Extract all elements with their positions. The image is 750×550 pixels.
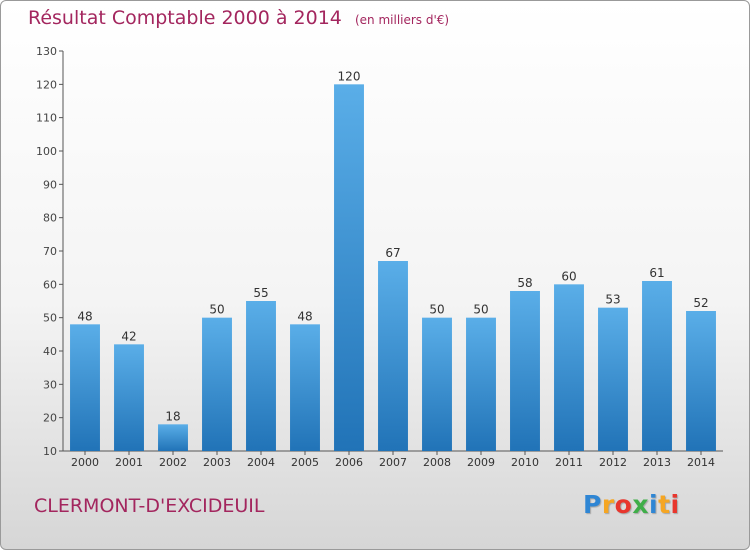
logo-letter: r bbox=[601, 490, 615, 519]
y-tick-label: 60 bbox=[43, 278, 57, 291]
y-tick-label: 20 bbox=[43, 412, 57, 425]
y-tick-label: 30 bbox=[43, 378, 57, 391]
data-label: 58 bbox=[517, 276, 532, 290]
y-tick-label: 80 bbox=[43, 212, 57, 225]
data-label: 48 bbox=[77, 309, 92, 323]
bar-2004 bbox=[246, 301, 276, 451]
data-label: 52 bbox=[693, 296, 708, 310]
y-tick-label: 100 bbox=[36, 145, 57, 158]
x-tick-label: 2005 bbox=[291, 456, 319, 469]
logo-letter: t bbox=[658, 490, 671, 519]
x-tick-label: 2006 bbox=[335, 456, 363, 469]
data-label: 18 bbox=[165, 409, 180, 423]
chart-unit-text: (en milliers d'€) bbox=[354, 13, 450, 27]
x-tick-label: 2011 bbox=[555, 456, 583, 469]
bar-2011 bbox=[554, 284, 584, 451]
logo-letter: x bbox=[632, 490, 649, 519]
x-tick-label: 2000 bbox=[71, 456, 99, 469]
data-label: 67 bbox=[385, 246, 400, 260]
bar-2014 bbox=[686, 311, 716, 451]
data-label: 60 bbox=[561, 269, 576, 283]
commune-name: CLERMONT-D'EXCIDEUIL bbox=[34, 495, 265, 517]
chart-title-text: Résultat Comptable 2000 à 2014 bbox=[28, 7, 342, 29]
bar-2013 bbox=[642, 281, 672, 451]
bar-2010 bbox=[510, 291, 540, 451]
y-tick-label: 70 bbox=[43, 245, 57, 258]
data-label: 61 bbox=[649, 266, 664, 280]
logo-letter: o bbox=[614, 490, 633, 519]
logo-letter: P bbox=[583, 490, 602, 519]
y-tick-label: 130 bbox=[36, 45, 57, 58]
bar-2003 bbox=[202, 317, 232, 451]
proxiti-logo: Proxiti bbox=[583, 490, 680, 519]
y-tick-label: 110 bbox=[36, 112, 57, 125]
bar-2000 bbox=[70, 324, 100, 451]
logo-letter: i bbox=[670, 490, 680, 519]
data-label: 42 bbox=[121, 329, 136, 343]
logo-letter: i bbox=[649, 490, 659, 519]
data-label: 120 bbox=[338, 69, 361, 83]
x-tick-label: 2001 bbox=[115, 456, 143, 469]
x-tick-label: 2008 bbox=[423, 456, 451, 469]
x-tick-label: 2002 bbox=[159, 456, 187, 469]
x-tick-label: 2010 bbox=[511, 456, 539, 469]
bar-2008 bbox=[422, 317, 452, 451]
bar-2009 bbox=[466, 317, 496, 451]
data-label: 50 bbox=[209, 303, 224, 317]
data-label: 50 bbox=[473, 303, 488, 317]
bar-2012 bbox=[598, 307, 628, 451]
data-label: 53 bbox=[605, 293, 620, 307]
x-tick-label: 2013 bbox=[643, 456, 671, 469]
data-label: 55 bbox=[253, 286, 268, 300]
x-tick-label: 2003 bbox=[203, 456, 231, 469]
y-tick-label: 40 bbox=[43, 345, 57, 358]
chart-labels: 2000 48 2001 42 2002 18 2003 50 2004 55 2005 48 2006… bbox=[71, 69, 715, 469]
chart-bars bbox=[70, 84, 716, 451]
y-tick-label: 120 bbox=[36, 78, 57, 91]
y-tick-label: 50 bbox=[43, 312, 57, 325]
bar-2001 bbox=[114, 344, 144, 451]
x-tick-label: 2014 bbox=[687, 456, 715, 469]
y-tick-label: 10 bbox=[43, 445, 57, 458]
x-tick-label: 2007 bbox=[379, 456, 407, 469]
data-label: 50 bbox=[429, 303, 444, 317]
y-tick-label: 90 bbox=[43, 178, 57, 191]
x-tick-label: 2009 bbox=[467, 456, 495, 469]
bar-2005 bbox=[290, 324, 320, 451]
bar-2002 bbox=[158, 424, 188, 451]
data-label: 48 bbox=[297, 309, 312, 323]
chart-title: Résultat Comptable 2000 à 2014 (en milli… bbox=[28, 7, 449, 29]
bar-2006 bbox=[334, 84, 364, 451]
x-tick-label: 2004 bbox=[247, 456, 275, 469]
bar-2007 bbox=[378, 261, 408, 451]
x-tick-label: 2012 bbox=[599, 456, 627, 469]
